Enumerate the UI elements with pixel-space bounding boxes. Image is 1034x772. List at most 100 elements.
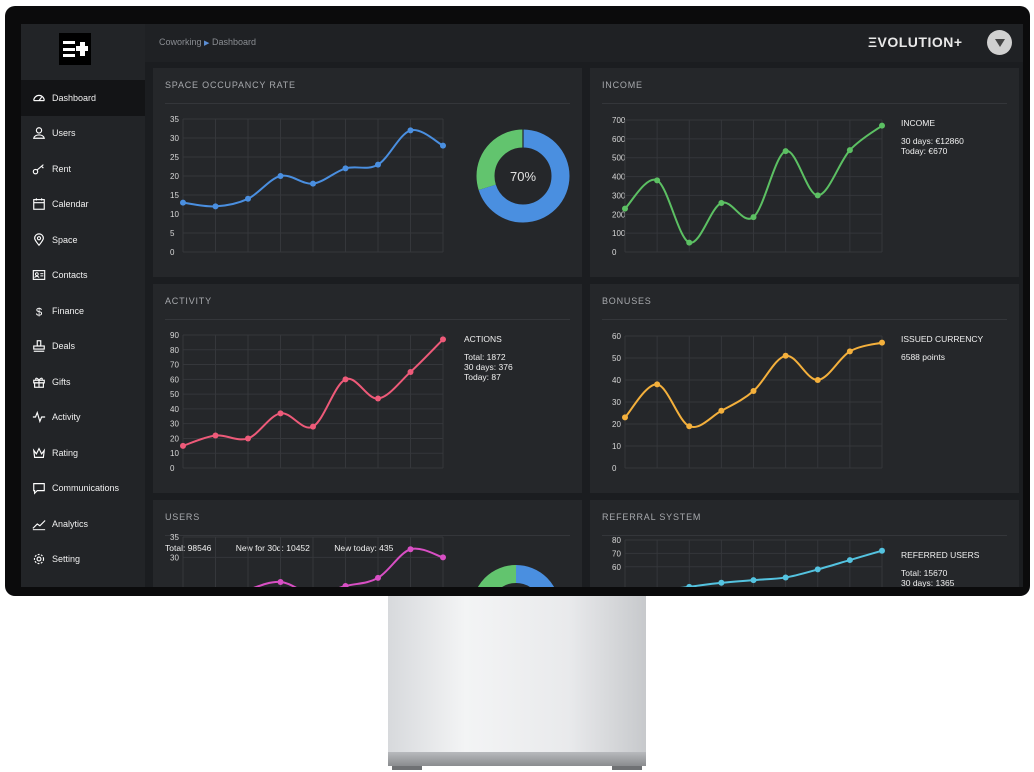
bonuses-panel: BONUSES 0 10 20 30 40 50 60 ISSUED CURRENCY 65… xyxy=(590,284,1019,493)
y-tick-label: 0 xyxy=(612,248,617,257)
brand-logo: ΞVOLUTION+ xyxy=(868,34,963,50)
users-line-chart: 30 35 xyxy=(170,533,560,587)
sidebar-item-communications[interactable]: Communications xyxy=(21,471,145,507)
sidebar-item-calendar[interactable]: Calendar xyxy=(21,187,145,223)
chevron-down-icon xyxy=(994,38,1005,47)
monitor-frame: Dashboard Users Rent Calendar Space Contacts $… xyxy=(5,6,1030,596)
data-point xyxy=(782,352,789,359)
info-line: Total: 15670 xyxy=(901,568,948,578)
sidebar-item-setting[interactable]: Setting xyxy=(21,542,145,578)
y-tick-label: 60 xyxy=(170,375,179,384)
sidebar-item-finance[interactable]: $ Finance xyxy=(21,293,145,329)
data-point xyxy=(750,577,757,584)
y-tick-label: 10 xyxy=(170,210,179,219)
sidebar-item-space[interactable]: Space xyxy=(21,222,145,258)
y-tick-label: 70 xyxy=(612,549,621,558)
y-tick-label: 500 xyxy=(612,154,626,163)
y-tick-label: 50 xyxy=(170,390,179,399)
bonuses-line-chart: 0 10 20 30 40 50 60 xyxy=(612,332,885,473)
sidebar-item-dashboard[interactable]: Dashboard xyxy=(21,80,145,116)
sidebar-item-label: Rating xyxy=(52,447,79,458)
y-tick-label: 300 xyxy=(612,191,626,200)
monitor-stand xyxy=(388,596,646,752)
svg-text:$: $ xyxy=(36,306,43,318)
dollar-icon: $ xyxy=(32,304,46,318)
sidebar-item-activity[interactable]: Activity xyxy=(21,400,145,436)
user-menu-button[interactable] xyxy=(987,30,1012,55)
sidebar-item-label: Space xyxy=(52,234,78,245)
y-tick-label: 35 xyxy=(170,115,179,124)
y-tick-label: 35 xyxy=(170,533,179,542)
panel-title: REFERRAL SYSTEM xyxy=(602,512,702,522)
sidebar-item-gifts[interactable]: Gifts xyxy=(21,364,145,400)
gift-icon xyxy=(32,375,46,389)
income-line-chart: 0 100 200 300 400 500 600 700 xyxy=(612,116,885,257)
sidebar-item-label: Dashboard xyxy=(52,92,97,103)
sidebar-item-rating[interactable]: Rating xyxy=(21,435,145,471)
dashboard-icon xyxy=(32,91,46,105)
data-point xyxy=(245,195,251,202)
data-point xyxy=(277,173,284,179)
y-tick-label: 30 xyxy=(170,420,179,429)
data-point xyxy=(180,199,186,206)
data-point xyxy=(846,348,853,355)
info-heading: ACTIONS xyxy=(464,334,502,344)
dashboard-screen: Dashboard Users Rent Calendar Space Contacts $… xyxy=(21,24,1023,587)
data-point xyxy=(212,203,219,210)
sidebar-item-deals[interactable]: Deals xyxy=(21,329,145,365)
breadcrumb-separator-icon: ▶ xyxy=(204,40,210,47)
sidebar-item-label: Analytics xyxy=(52,518,89,529)
y-tick-label: 30 xyxy=(170,553,179,562)
y-tick-label: 600 xyxy=(612,135,626,144)
y-tick-label: 60 xyxy=(612,563,621,572)
data-point xyxy=(375,161,381,168)
breadcrumb-item-dashboard: Dashboard xyxy=(211,37,256,47)
data-point xyxy=(277,410,284,417)
y-tick-label: 10 xyxy=(170,449,179,458)
info-line: 30 days: €12860 xyxy=(901,136,964,146)
occupancy-donut-chart: 70% xyxy=(476,129,570,223)
data-point xyxy=(440,142,446,149)
y-tick-label: 15 xyxy=(170,191,179,200)
data-point xyxy=(654,381,661,388)
pulse-icon xyxy=(32,410,46,424)
breadcrumb: Coworking ▶ Dashboard xyxy=(159,37,256,47)
y-tick-label: 100 xyxy=(612,229,626,238)
info-line: Today: 87 xyxy=(464,372,501,382)
data-point xyxy=(622,414,628,421)
data-point xyxy=(718,199,725,206)
users-panel: USERS Total: 98546 New for 30d: 10452 Ne… xyxy=(153,500,582,587)
data-point xyxy=(814,192,821,199)
panel-title: ACTIVITY xyxy=(165,296,212,306)
sidebar-item-users[interactable]: Users xyxy=(21,116,145,152)
stand-foot xyxy=(612,766,642,770)
sidebar-nav: Dashboard Users Rent Calendar Space Contacts $… xyxy=(21,80,145,577)
bonuses-summary: ISSUED CURRENCY 6588 points xyxy=(901,334,983,362)
y-tick-label: 90 xyxy=(170,331,179,340)
sidebar-item-analytics[interactable]: Analytics xyxy=(21,506,145,542)
sidebar-item-contacts[interactable]: Contacts xyxy=(21,258,145,294)
y-tick-label: 200 xyxy=(612,210,626,219)
panel-title: INCOME xyxy=(602,80,643,90)
income-panel: INCOME 0 100 200 300 400 500 600 700 INCOME 30 … xyxy=(590,68,1019,277)
activity-summary: ACTIONS Total: 1872 30 days: 376 Today: … xyxy=(464,334,513,382)
y-tick-label: 80 xyxy=(170,346,179,355)
data-point xyxy=(622,205,628,212)
sidebar-item-label: Deals xyxy=(52,341,76,352)
occupancy-panel: SPACE OCCUPANCY RATE 0 5 10 15 20 25 30 35 70% xyxy=(153,68,582,277)
data-point xyxy=(654,177,661,184)
app-logo[interactable] xyxy=(59,33,91,65)
data-point xyxy=(879,339,885,346)
y-tick-label: 80 xyxy=(612,536,621,545)
sidebar-item-rent[interactable]: Rent xyxy=(21,151,145,187)
data-point xyxy=(310,423,316,430)
y-tick-label: 0 xyxy=(612,464,617,473)
y-tick-label: 0 xyxy=(170,464,175,473)
y-tick-label: 700 xyxy=(612,116,626,125)
y-tick-label: 10 xyxy=(612,442,621,451)
activity-line-chart: 0 10 20 30 40 50 60 70 80 90 xyxy=(170,331,446,473)
breadcrumb-item-coworking[interactable]: Coworking xyxy=(159,37,202,47)
calendar-icon xyxy=(32,197,46,211)
info-line: Today: €670 xyxy=(901,146,948,156)
data-point xyxy=(686,583,693,587)
